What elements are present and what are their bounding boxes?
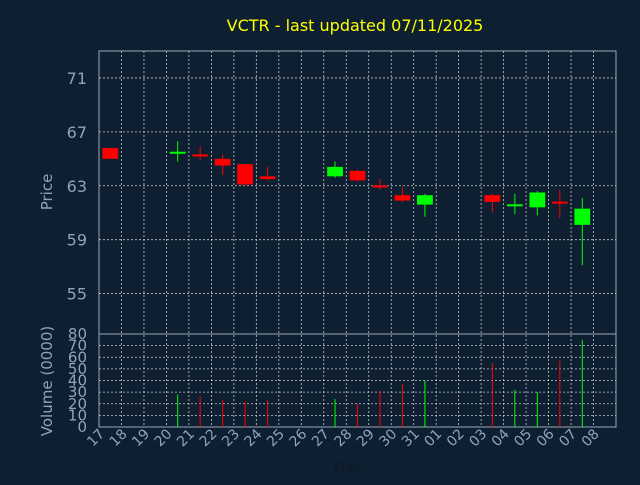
x-axis-label: Day	[333, 458, 363, 476]
day-tick-label: 08	[579, 426, 603, 450]
candle-29	[372, 179, 388, 190]
day-tick-label: 28	[331, 426, 355, 450]
candle-body	[551, 201, 568, 204]
volume-tick-label: 70	[68, 337, 87, 355]
day-tick-labels: 1718192021222324252627282930310102030405…	[84, 426, 602, 450]
volume-bars	[177, 339, 583, 427]
candle-body	[394, 195, 411, 201]
candle-20	[169, 141, 186, 162]
day-tick-label: 31	[399, 426, 423, 450]
chart-title: VCTR - last updated 07/11/2025	[227, 16, 484, 35]
day-tick-label: 03	[466, 426, 490, 450]
day-tick-label: 21	[174, 426, 198, 450]
candle-body	[574, 208, 591, 225]
day-tick-label: 27	[309, 426, 333, 450]
candles	[102, 141, 591, 266]
candle-05	[529, 191, 546, 216]
day-tick-label: 05	[511, 426, 535, 450]
volume-tick-label: 30	[68, 383, 87, 401]
candle-body	[529, 192, 546, 208]
day-tick-label: 20	[152, 426, 176, 450]
candle-07	[574, 197, 591, 266]
volume-tick-label: 60	[68, 348, 87, 366]
volume-tick-label: 20	[68, 395, 87, 413]
day-tick-label: 26	[287, 426, 311, 450]
candle-30	[394, 187, 411, 202]
day-tick-label: 17	[84, 426, 108, 450]
day-tick-label: 24	[242, 426, 266, 450]
candle-21	[192, 146, 209, 161]
price-tick-labels: 55 59 63 67 71	[67, 69, 87, 304]
volume-tick-label: 10	[68, 406, 87, 424]
volume-tick-label: 40	[68, 372, 87, 390]
day-tick-label: 19	[129, 426, 153, 450]
grid-lines	[99, 51, 616, 427]
candle-body	[214, 158, 231, 166]
volume-tick-label: 50	[68, 360, 87, 378]
candle-17	[102, 148, 119, 159]
volume-tick-label: 0	[77, 418, 87, 436]
price-tick-label: 67	[67, 123, 87, 142]
candle-22	[214, 154, 231, 175]
day-tick-label: 22	[197, 426, 221, 450]
day-tick-label: 01	[421, 426, 445, 450]
candle-body	[506, 204, 523, 207]
candle-body	[417, 195, 433, 205]
candle-body	[102, 148, 119, 159]
day-tick-label: 04	[489, 426, 513, 450]
day-tick-label: 29	[354, 426, 378, 450]
price-tick-label: 55	[67, 285, 87, 304]
price-tick-label: 71	[67, 69, 87, 88]
candle-28	[349, 169, 366, 182]
price-tick-label: 59	[67, 231, 87, 250]
volume-tick-label: 80	[68, 325, 87, 343]
candle-23	[237, 164, 253, 186]
candle-body	[372, 185, 388, 188]
price-tick-label: 63	[67, 177, 87, 196]
day-tick-label: 07	[556, 426, 580, 450]
volume-axis-label: Volume (0000)	[38, 326, 56, 436]
candle-body	[259, 176, 276, 180]
candle-24	[259, 166, 276, 181]
day-tick-label: 02	[444, 426, 468, 450]
day-tick-label: 06	[534, 426, 558, 450]
candle-body	[192, 154, 209, 157]
day-tick-label: 23	[219, 426, 243, 450]
candle-31	[417, 193, 433, 217]
price-axis-label: Price	[38, 174, 56, 211]
day-tick-label: 30	[376, 426, 400, 450]
day-tick-label: 25	[264, 426, 288, 450]
day-tick-label: 18	[107, 426, 131, 450]
candle-body	[327, 166, 343, 177]
candle-body	[349, 170, 366, 181]
candle-27	[327, 161, 343, 178]
candle-body	[169, 151, 186, 154]
candle-04	[506, 193, 523, 215]
candle-body	[237, 164, 253, 185]
candle-06	[551, 189, 568, 219]
candle-03	[484, 193, 501, 213]
candle-body	[484, 195, 501, 202]
